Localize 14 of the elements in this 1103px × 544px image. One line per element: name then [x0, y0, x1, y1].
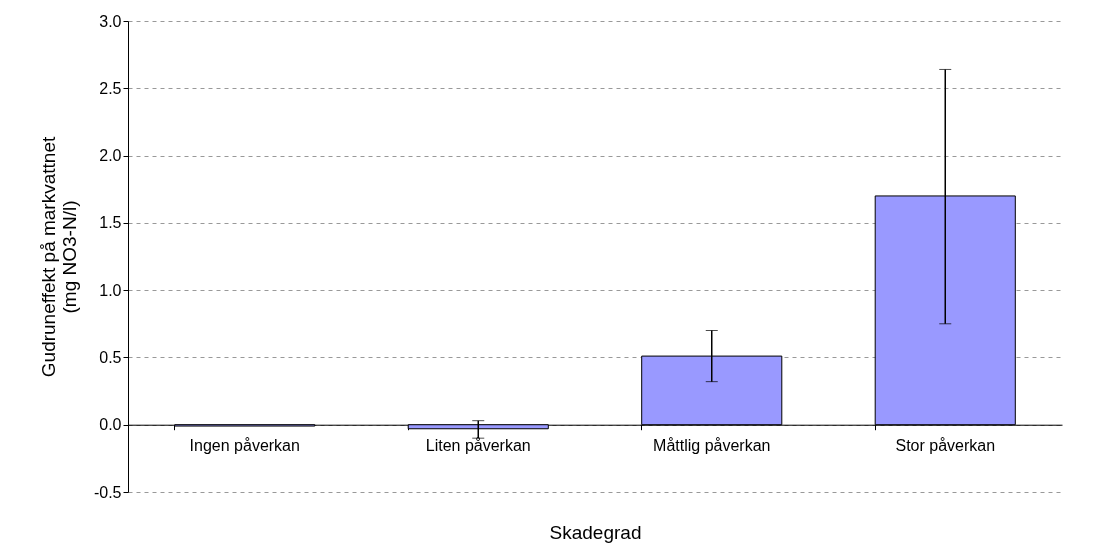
x-tick-label: Stor påverkan	[895, 437, 996, 455]
y-tick-label: 0.0	[99, 416, 122, 434]
x-axis-title: Skadegrad	[549, 521, 642, 543]
x-tick-label: Ingen påverkan	[189, 437, 300, 455]
y-axis-title: Gudruneffekt på markvattnet (mg NO3-N/l)	[37, 136, 80, 378]
y-tick-label: 2.0	[99, 147, 122, 165]
y-tick-label: 0.5	[99, 348, 122, 366]
x-tick-label: Liten påverkan	[425, 437, 531, 455]
x-tick-label: Måttlig påverkan	[653, 437, 771, 455]
y-tick-label: 1.0	[99, 281, 122, 299]
y-tick-label: 3.0	[99, 12, 122, 30]
y-tick-label: 1.5	[99, 214, 122, 232]
y-tick-label: 2.5	[99, 79, 122, 97]
y-tick-label: -0.5	[93, 483, 122, 501]
